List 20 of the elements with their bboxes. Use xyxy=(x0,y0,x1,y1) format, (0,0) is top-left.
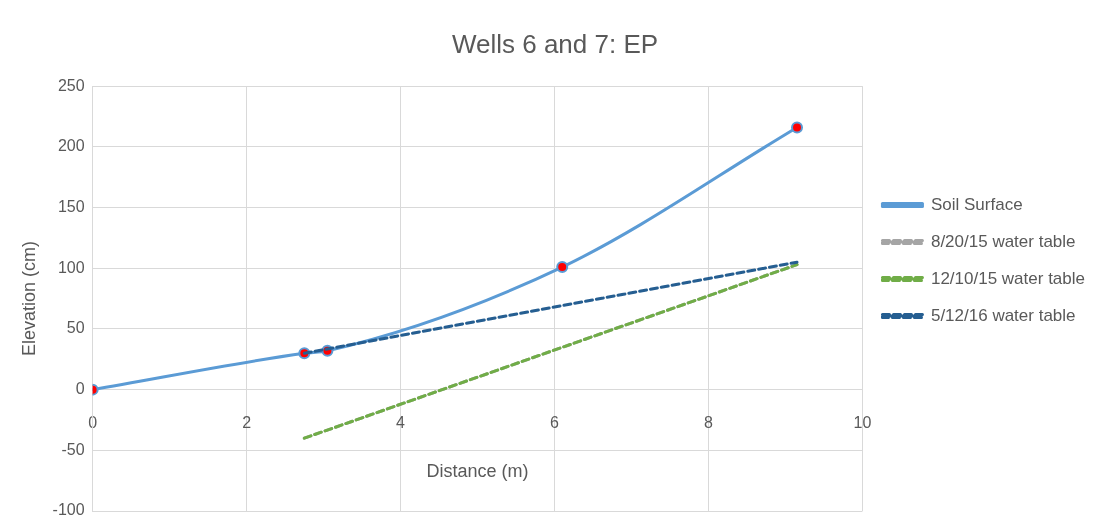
x-tick-label: 4 xyxy=(396,413,406,431)
legend-label: 8/20/15 water table xyxy=(930,231,1076,251)
y-tick-label: 50 xyxy=(66,319,85,337)
x-tick-label: 8 xyxy=(704,413,714,431)
y-tick-label: 250 xyxy=(57,76,85,94)
x-tick-label: 6 xyxy=(550,413,560,431)
legend-label: Soil Surface xyxy=(930,194,1023,214)
legend-label: 5/12/16 water table xyxy=(930,305,1076,325)
y-tick-label: 100 xyxy=(57,258,85,276)
y-tick-label: 0 xyxy=(75,380,85,398)
y-axis-title: Elevation (cm) xyxy=(18,241,39,357)
x-tick-label: 2 xyxy=(242,413,252,431)
y-tick-label: 200 xyxy=(57,137,85,155)
chart-title: Wells 6 and 7: EP xyxy=(451,28,659,59)
y-tick-label: -100 xyxy=(52,501,85,519)
legend-label: 12/10/15 water table xyxy=(930,268,1086,288)
x-axis-title: Distance (m) xyxy=(426,460,529,481)
y-tick-label: -50 xyxy=(61,440,85,458)
x-tick-label: 10 xyxy=(853,413,872,431)
y-tick-label: 150 xyxy=(57,197,85,215)
